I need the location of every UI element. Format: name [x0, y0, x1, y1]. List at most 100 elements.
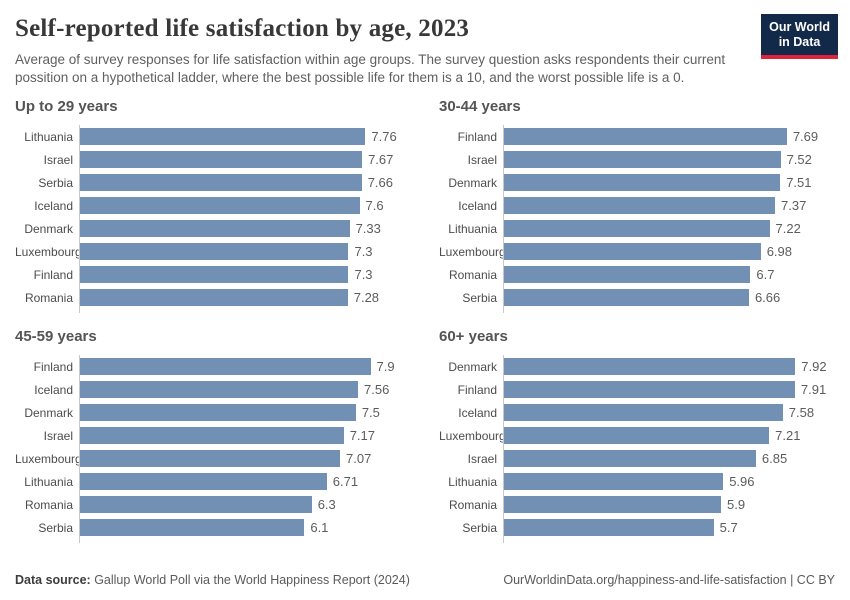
bar-row: Israel 7.67 — [15, 148, 411, 171]
bar[interactable] — [504, 243, 761, 260]
bar[interactable] — [80, 197, 360, 214]
bar[interactable] — [504, 220, 770, 237]
value-label: 7.52 — [786, 152, 812, 167]
value-label: 6.3 — [317, 497, 336, 512]
bar-row: Romania 6.7 — [439, 263, 835, 286]
bar[interactable] — [504, 473, 724, 490]
bar-track: 7.21 — [503, 424, 835, 447]
bar-row: Denmark 7.5 — [15, 401, 411, 424]
value-label: 7.76 — [371, 129, 397, 144]
country-label: Finland — [33, 267, 73, 282]
value-label: 6.1 — [310, 520, 329, 535]
bar-row: Israel 6.85 — [439, 447, 835, 470]
bar[interactable] — [504, 266, 751, 283]
bar-row: Finland 7.9 — [15, 355, 411, 378]
bar-chart: Finland 7.69 Israel 7.52 Denmark 7.51 Iceland 7… — [439, 125, 835, 309]
panel-up-to-29-years: Up to 29 years Lithuania 7.76 Israel 7.67 Se… — [15, 98, 411, 313]
credit-link[interactable]: OurWorldinData.org/happiness-and-life-sa… — [503, 573, 835, 587]
value-label: 7.28 — [353, 290, 380, 305]
country-label: Israel — [467, 152, 497, 167]
value-label: 5.96 — [729, 474, 755, 489]
bar[interactable] — [80, 427, 344, 444]
bar-row: Iceland 7.58 — [439, 401, 835, 424]
panel-45-59-years: 45-59 years Finland 7.9 Iceland 7.56 Denmark… — [15, 328, 411, 543]
bar-track: 6.85 — [503, 447, 835, 470]
chart-footer: Data source: Gallup World Poll via the W… — [15, 573, 835, 587]
small-multiples-grid: Up to 29 years Lithuania 7.76 Israel 7.67 Se… — [0, 98, 850, 543]
value-label: 7.22 — [775, 221, 801, 236]
bar[interactable] — [80, 174, 362, 191]
bar-row: Lithuania 7.22 — [439, 217, 835, 240]
bar[interactable] — [504, 519, 714, 536]
bar[interactable] — [504, 427, 770, 444]
bar-track: 7.91 — [503, 378, 835, 401]
value-label: 5.9 — [726, 497, 746, 512]
bar[interactable] — [504, 404, 783, 421]
bar[interactable] — [80, 450, 341, 467]
value-label: 5.7 — [719, 520, 738, 535]
country-label: Serbia — [462, 290, 497, 305]
bar-row: Lithuania 6.71 — [15, 470, 411, 493]
bar-track: 5.9 — [503, 493, 835, 516]
panel-30-44-years: 30-44 years Finland 7.69 Israel 7.52 Denmark… — [439, 98, 835, 313]
bar[interactable] — [504, 381, 795, 398]
bar-row: Denmark 7.92 — [439, 355, 835, 378]
bar[interactable] — [80, 496, 312, 513]
bar[interactable] — [504, 151, 781, 168]
bar[interactable] — [80, 381, 359, 398]
value-label: 7.3 — [354, 267, 373, 282]
panel-title: Up to 29 years — [15, 98, 118, 115]
bar-row: Iceland 7.6 — [15, 194, 411, 217]
value-label: 7.92 — [801, 359, 827, 374]
bar[interactable] — [80, 266, 349, 283]
bar-row: Serbia 5.7 — [439, 516, 835, 539]
bar[interactable] — [80, 473, 327, 490]
bar-row: Israel 7.17 — [15, 424, 411, 447]
bar[interactable] — [504, 289, 749, 306]
value-label: 7.3 — [354, 244, 373, 259]
country-label: Iceland — [34, 382, 73, 397]
bar-track: 6.3 — [79, 493, 411, 516]
country-label: Lithuania — [448, 221, 497, 236]
page-title: Self-reported life satisfaction by age, … — [15, 15, 470, 42]
bar[interactable] — [504, 174, 781, 191]
bar[interactable] — [80, 404, 356, 421]
y-axis-stub — [503, 309, 835, 313]
bar-row: Finland 7.69 — [439, 125, 835, 148]
bar[interactable] — [80, 243, 349, 260]
country-label: Luxembourg — [15, 244, 82, 259]
bar[interactable] — [80, 358, 371, 375]
country-label: Luxembourg — [439, 244, 506, 259]
bar[interactable] — [504, 197, 776, 214]
owid-logo[interactable]: Our World in Data — [761, 14, 838, 59]
country-label: Lithuania — [448, 474, 497, 489]
bar[interactable] — [80, 289, 348, 306]
value-label: 7.07 — [346, 451, 372, 466]
country-label: Iceland — [34, 198, 73, 213]
bar[interactable] — [80, 519, 305, 536]
bar-row: Serbia 6.1 — [15, 516, 411, 539]
country-label: Israel — [43, 152, 73, 167]
bar[interactable] — [504, 358, 796, 375]
bar-track: 7.3 — [79, 240, 411, 263]
data-source-label: Data source: — [15, 573, 91, 587]
bar[interactable] — [80, 220, 350, 237]
bar-row: Finland 7.3 — [15, 263, 411, 286]
bar-row: Luxembourg 7.3 — [15, 240, 411, 263]
bar[interactable] — [504, 496, 721, 513]
bar-track: 6.71 — [79, 470, 411, 493]
bar[interactable] — [504, 128, 787, 145]
bar-row: Denmark 7.33 — [15, 217, 411, 240]
owid-logo-line2: in Data — [778, 35, 821, 49]
bar-row: Luxembourg 7.21 — [439, 424, 835, 447]
y-axis-stub — [79, 539, 411, 543]
value-label: 7.58 — [788, 405, 815, 420]
bar[interactable] — [504, 450, 756, 467]
bar-track: 7.67 — [79, 148, 411, 171]
bar-row: Denmark 7.51 — [439, 171, 835, 194]
country-label: Lithuania — [24, 474, 73, 489]
bar-row: Romania 7.28 — [15, 286, 411, 309]
bar[interactable] — [80, 128, 366, 145]
bar[interactable] — [80, 151, 363, 168]
owid-logo-line1: Our World — [769, 20, 830, 34]
